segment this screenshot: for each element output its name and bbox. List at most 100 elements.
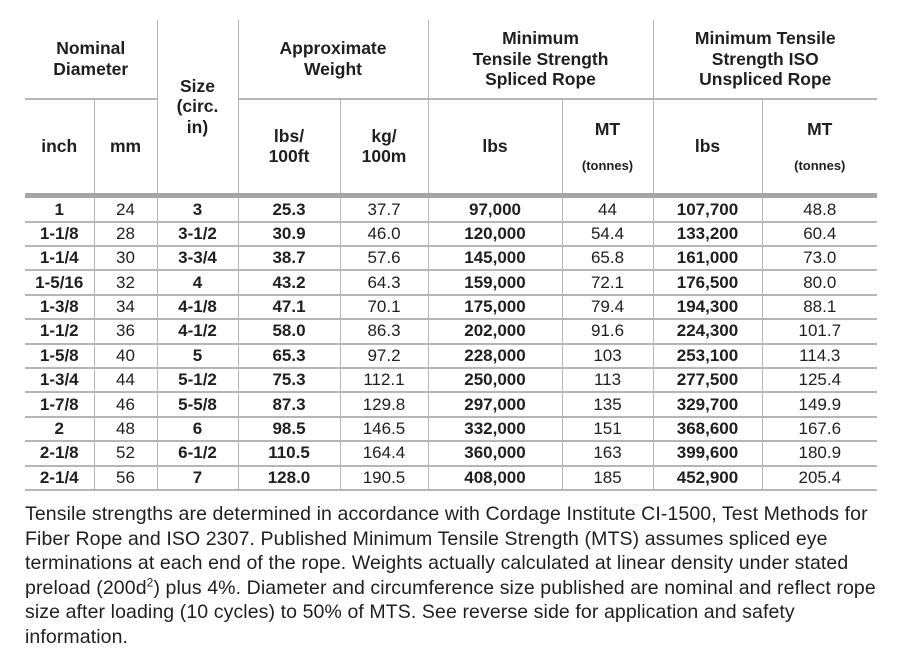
table-body: 1 24 3 25.3 37.7 97,000 44 107,700 48.8 1-1/8 28 3-… — [25, 195, 878, 492]
header-mt-spliced: MT (tonnes) — [562, 99, 654, 196]
table-cell: 190.5 — [340, 465, 429, 492]
table-cell: 6-1/2 — [157, 441, 239, 467]
table-cell: 5-1/2 — [157, 368, 239, 394]
table-cell: 52 — [94, 441, 158, 467]
table-cell: 1-7/8 — [25, 392, 95, 418]
table-cell: 34 — [94, 294, 158, 321]
table-cell: 2 — [25, 416, 95, 443]
table-cell: 163 — [562, 441, 654, 467]
table-cell: 135 — [562, 392, 654, 418]
table-cell: 1-3/8 — [25, 294, 95, 321]
table-cell: 185 — [562, 465, 654, 492]
table-cell: 125.4 — [762, 368, 878, 394]
table-cell: 48.8 — [762, 195, 878, 223]
table-cell: 28 — [94, 221, 158, 248]
table-cell: 202,000 — [428, 319, 563, 345]
table-cell: 101.7 — [762, 319, 878, 345]
table-cell: 87.3 — [238, 392, 341, 418]
table-cell: 1-5/8 — [25, 343, 95, 370]
table-cell: 128.0 — [238, 465, 341, 492]
table-cell: 360,000 — [428, 441, 563, 467]
table-cell: 2-1/8 — [25, 441, 95, 467]
table-cell: 43.2 — [238, 270, 341, 296]
table-cell: 5-5/8 — [157, 392, 239, 418]
table-cell: 1 — [25, 195, 95, 223]
table-cell: 228,000 — [428, 343, 563, 370]
mt-label: MT — [807, 118, 833, 139]
table-cell: 3 — [157, 195, 239, 223]
table-cell: 57.6 — [340, 246, 429, 272]
table-cell: 58.0 — [238, 319, 341, 345]
table-cell: 97.2 — [340, 343, 429, 370]
table-cell: 60.4 — [762, 221, 878, 248]
table-row: 1-7/8 46 5-5/8 87.3 129.8 297,000 135 329,700 14… — [25, 392, 878, 418]
header-group-mts-spliced: Minimum Tensile Strength Spliced Rope — [428, 20, 654, 100]
table-cell: 91.6 — [562, 319, 654, 345]
table-cell: 2-1/4 — [25, 465, 95, 492]
table-cell: 176,500 — [653, 270, 763, 296]
header-mm: mm — [94, 99, 158, 196]
table-cell: 54.4 — [562, 221, 654, 248]
table-cell: 24 — [94, 195, 158, 223]
table-row: 1-5/16 32 4 43.2 64.3 159,000 72.1 176,500 80.0 — [25, 270, 878, 296]
table-row: 1-3/8 34 4-1/8 47.1 70.1 175,000 79.4 194,300 88… — [25, 294, 878, 321]
table-cell: 159,000 — [428, 270, 563, 296]
table-cell: 329,700 — [653, 392, 763, 418]
table-cell: 4-1/8 — [157, 294, 239, 321]
table-cell: 36 — [94, 319, 158, 345]
footnote-text-before-sup: Tensile strengths are determined in acco… — [25, 503, 868, 599]
table-cell: 3-1/2 — [157, 221, 239, 248]
table-cell: 452,900 — [653, 465, 763, 492]
header-lbs-unspliced: lbs — [653, 99, 763, 196]
header-kg-100m: kg/ 100m — [340, 99, 429, 196]
table-row: 1-1/8 28 3-1/2 30.9 46.0 120,000 54.4 133,200 60… — [25, 221, 878, 248]
table-cell: 46 — [94, 392, 158, 418]
table-cell: 98.5 — [238, 416, 341, 443]
header-group-nominal-diameter: Nominal Diameter — [25, 20, 158, 100]
table-cell: 114.3 — [762, 343, 878, 370]
table-cell: 72.1 — [562, 270, 654, 296]
table-cell: 180.9 — [762, 441, 878, 467]
table-cell: 205.4 — [762, 465, 878, 492]
table-cell: 297,000 — [428, 392, 563, 418]
table-cell: 110.5 — [238, 441, 341, 467]
table-cell: 88.1 — [762, 294, 878, 321]
table-cell: 145,000 — [428, 246, 563, 272]
table-cell: 164.4 — [340, 441, 429, 467]
table-cell: 38.7 — [238, 246, 341, 272]
table-cell: 47.1 — [238, 294, 341, 321]
table-cell: 277,500 — [653, 368, 763, 394]
table-cell: 146.5 — [340, 416, 429, 443]
table-cell: 368,600 — [653, 416, 763, 443]
header-group-size: Size (circ. in) — [157, 20, 239, 196]
header-group-row: Nominal Diameter Size (circ. in) Approxi… — [25, 20, 878, 196]
table-cell: 25.3 — [238, 195, 341, 223]
table-cell: 167.6 — [762, 416, 878, 443]
table-row: 1-1/4 30 3-3/4 38.7 57.6 145,000 65.8 161,000 73… — [25, 246, 878, 272]
footnote-superscript: 2 — [146, 575, 154, 590]
table-cell: 151 — [562, 416, 654, 443]
table-cell: 30 — [94, 246, 158, 272]
table-row: 1-1/2 36 4-1/2 58.0 86.3 202,000 91.6 224,300 10… — [25, 319, 878, 345]
table-cell: 44 — [562, 195, 654, 223]
table-cell: 175,000 — [428, 294, 563, 321]
table-cell: 120,000 — [428, 221, 563, 248]
footnote-text-after-sup: ) plus 4%. Diameter and circumference si… — [25, 576, 876, 648]
table-cell: 133,200 — [653, 221, 763, 248]
mt-label: MT — [594, 118, 621, 139]
rope-spec-table: Nominal Diameter Size (circ. in) Approxi… — [25, 20, 878, 492]
table-row: 2-1/4 56 7 128.0 190.5 408,000 185 452,900 205.4 — [25, 465, 878, 492]
table-cell: 6 — [157, 416, 239, 443]
table-cell: 194,300 — [653, 294, 763, 321]
table-cell: 75.3 — [238, 368, 341, 394]
header-mt-unspliced: MT (tonnes) — [762, 99, 877, 196]
table-cell: 113 — [562, 368, 654, 394]
table-cell: 1-1/2 — [25, 319, 95, 345]
header-lbs-100ft: lbs/ 100ft — [238, 99, 341, 196]
header-group-mts-iso-unspliced: Minimum Tensile Strength ISO Unspliced R… — [653, 20, 878, 100]
table-cell: 250,000 — [428, 368, 563, 394]
table-cell: 1-1/4 — [25, 246, 95, 272]
table-cell: 399,600 — [653, 441, 763, 467]
table-cell: 107,700 — [653, 195, 763, 223]
table-cell: 65.8 — [562, 246, 654, 272]
